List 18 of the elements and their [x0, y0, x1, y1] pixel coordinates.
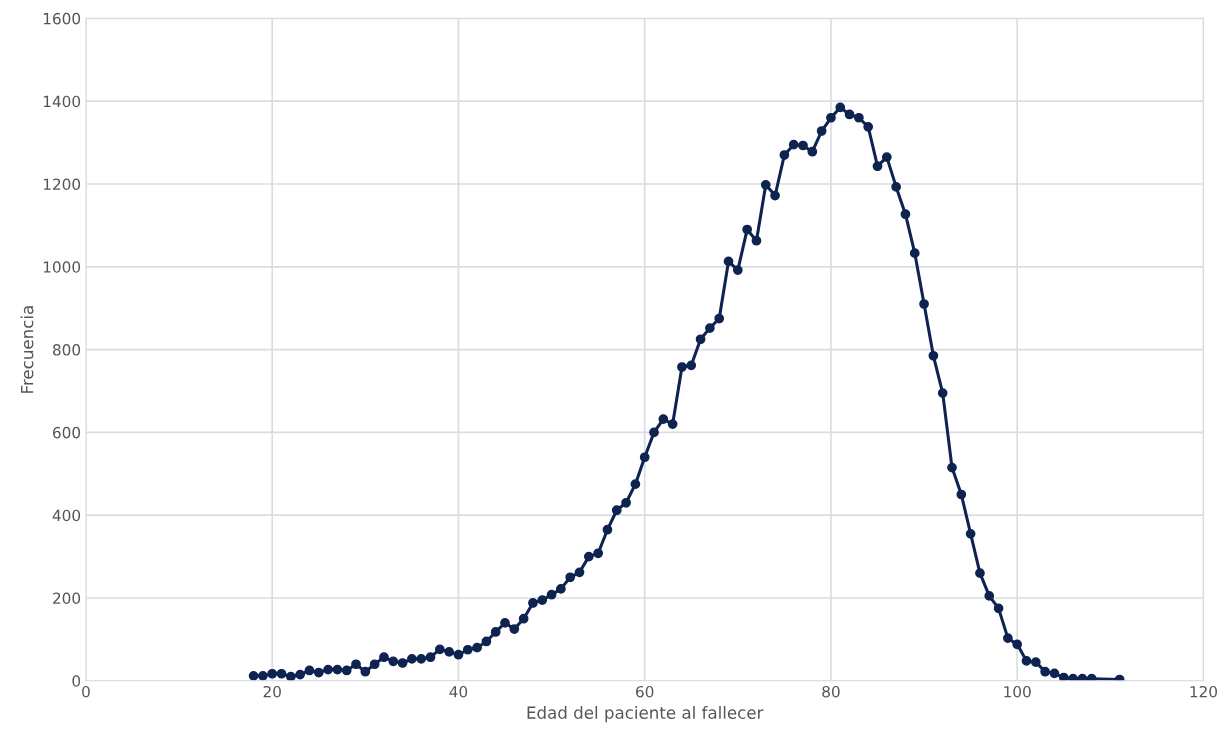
- x-tick-label: 20: [263, 685, 281, 698]
- y-tick-label: 1000: [43, 261, 81, 273]
- x-tick-label: 120: [1190, 685, 1218, 698]
- y-tick-label: 1600: [43, 12, 81, 25]
- x-tick-label: 40: [449, 685, 468, 698]
- y-axis-title: Frecuencia: [20, 306, 34, 393]
- x-axis-title: Edad del paciente al fallecer: [527, 706, 764, 723]
- y-tick-label: 200: [53, 592, 81, 605]
- y-tick-label: 0: [72, 675, 81, 687]
- y-tick-label: 600: [53, 426, 81, 439]
- y-tick-label: 1200: [43, 178, 81, 191]
- y-tick-label: 400: [52, 509, 81, 522]
- x-tick-label: 0: [82, 685, 90, 698]
- y-tick-label: 800: [52, 344, 81, 356]
- x-tick-label: 60: [636, 685, 654, 698]
- y-tick-label: 1400: [43, 95, 81, 108]
- x-tick-label: 80: [822, 685, 840, 698]
- x-tick-label: 100: [1004, 685, 1031, 698]
